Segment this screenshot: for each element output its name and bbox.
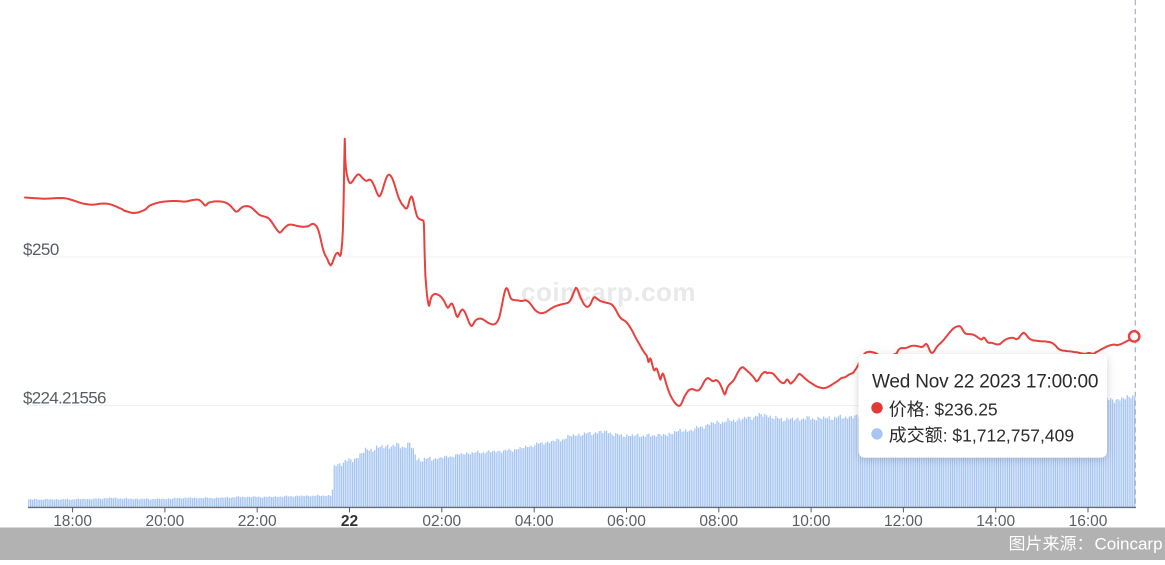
svg-text:20:00: 20:00	[146, 513, 185, 530]
svg-text:: $236.25: : $236.25	[925, 400, 998, 420]
svg-text:08:00: 08:00	[699, 513, 738, 530]
svg-text:Coincarp: Coincarp	[1095, 535, 1163, 554]
svg-text:02:00: 02:00	[422, 513, 461, 530]
svg-text:16:00: 16:00	[1069, 513, 1108, 530]
svg-text:22:00: 22:00	[238, 513, 277, 530]
svg-text:coincarp.com: coincarp.com	[521, 277, 696, 307]
svg-text:18:00: 18:00	[53, 513, 92, 530]
svg-text:22: 22	[341, 513, 358, 530]
svg-text:06:00: 06:00	[607, 513, 646, 530]
svg-text:: $1,712,757,409: : $1,712,757,409	[943, 425, 1074, 445]
svg-text:10:00: 10:00	[792, 513, 831, 530]
svg-text:Wed Nov 22 2023 17:00:00: Wed Nov 22 2023 17:00:00	[872, 372, 1098, 393]
svg-text:$250: $250	[23, 240, 59, 259]
svg-text:14:00: 14:00	[976, 513, 1015, 530]
svg-text:04:00: 04:00	[515, 513, 554, 530]
svg-text:$224.21556: $224.21556	[23, 389, 106, 408]
svg-text:12:00: 12:00	[884, 513, 923, 530]
